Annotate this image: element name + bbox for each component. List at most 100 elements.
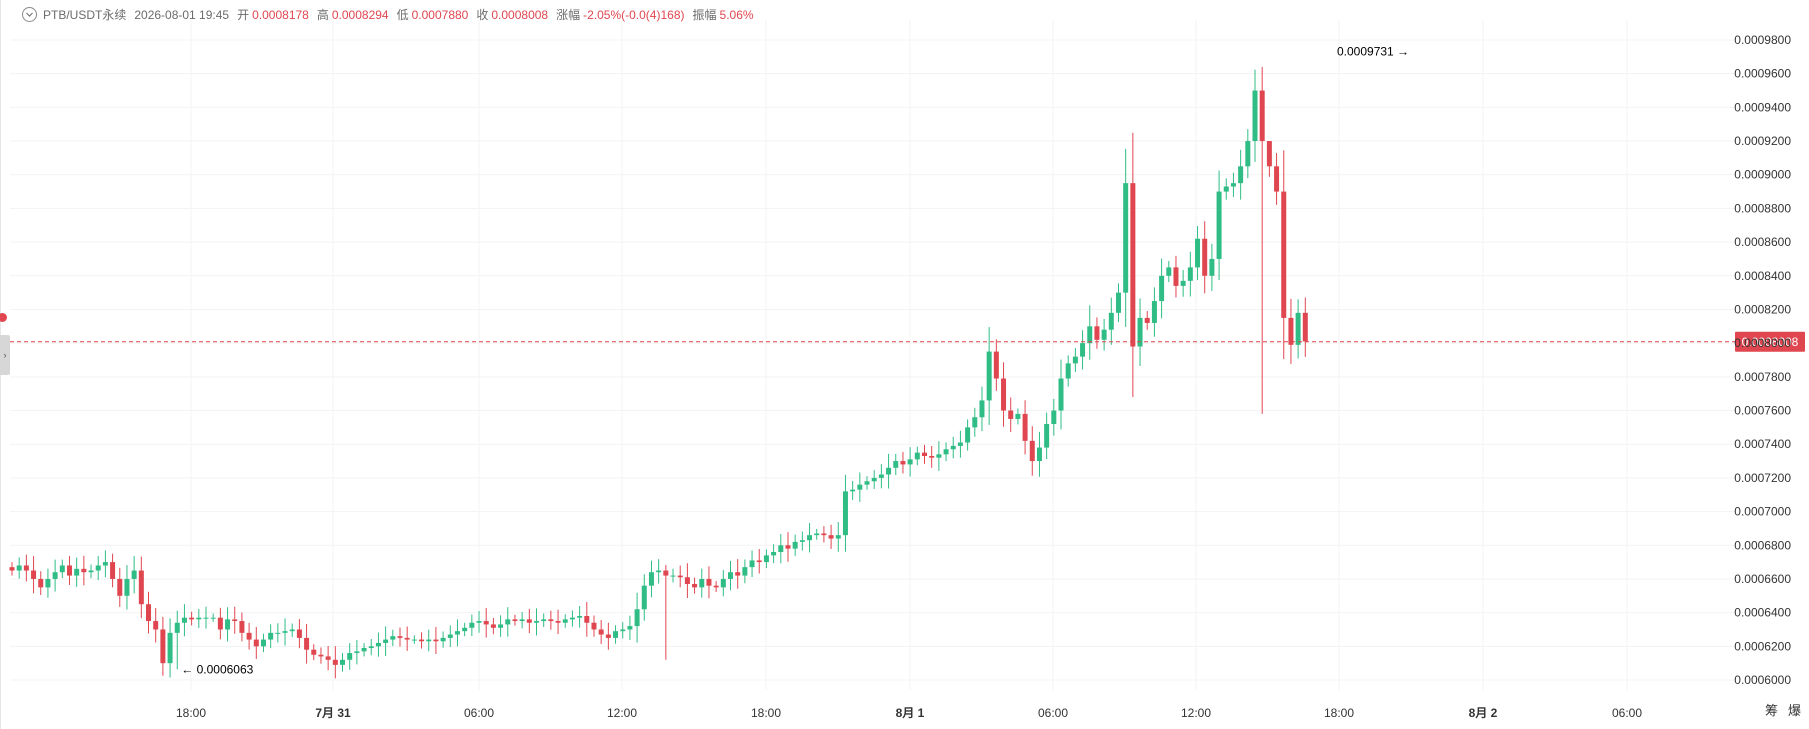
candle-up: [52, 572, 58, 579]
candle-up: [742, 567, 748, 576]
candle-up: [340, 659, 346, 665]
candle-up: [871, 477, 877, 482]
candle-down: [591, 622, 597, 630]
candle-down: [1130, 183, 1136, 347]
candle-up: [1230, 183, 1236, 187]
price-axis: 0.0009800 0.0009600 0.0009400 0.0009200 0.00…: [1734, 33, 1791, 687]
time-tick-label: 18:00: [1324, 706, 1354, 720]
candle-up: [1187, 267, 1193, 281]
bar-datetime: 2026-08-01 19:45: [134, 7, 230, 22]
candle-up: [562, 619, 568, 623]
candle-down: [735, 572, 741, 576]
price-tick-label: 0.0009800: [1734, 33, 1791, 47]
candle-up: [390, 636, 396, 640]
candle-up: [1137, 317, 1143, 347]
candle-up: [476, 621, 482, 623]
time-tick-label: 8月 1: [896, 706, 925, 720]
candle-up: [886, 467, 892, 475]
candle-up: [167, 632, 173, 664]
candle-up: [1087, 326, 1093, 344]
candle-up: [728, 572, 733, 579]
candle-down: [23, 565, 29, 571]
candle-up: [864, 481, 870, 485]
candle-up: [699, 578, 705, 588]
candle-up: [74, 568, 80, 576]
candle-up: [203, 617, 209, 619]
time-tick-label: 18:00: [751, 706, 781, 720]
candle-up: [45, 578, 51, 588]
candle-down: [1288, 317, 1294, 345]
candle-up: [275, 632, 281, 634]
candle-up: [914, 452, 920, 460]
candle-down: [304, 637, 310, 650]
candle-up: [1238, 166, 1244, 184]
low-label: 低: [396, 8, 409, 22]
candle-up: [59, 565, 65, 573]
candle-up: [569, 617, 575, 620]
candle-down: [419, 639, 425, 642]
candle-down: [1144, 317, 1150, 323]
time-tick-label: 12:00: [1181, 706, 1211, 720]
candle-down: [1302, 312, 1308, 342]
candle-down: [311, 649, 317, 655]
candle-up: [799, 540, 805, 542]
candle-up: [361, 648, 367, 652]
candle-down: [1008, 410, 1014, 419]
axis-footer: 筹 爆: [1765, 700, 1801, 719]
ohlc-legend: PTB/USDT永续 2026-08-01 19:45 开 0.0008178 …: [22, 6, 754, 23]
time-tick-label: 06:00: [1612, 706, 1642, 720]
liquidation-button[interactable]: 爆: [1787, 703, 1801, 718]
candle-down: [512, 619, 518, 622]
candle-up: [347, 653, 353, 660]
candle-down: [318, 654, 324, 657]
candle-down: [993, 351, 999, 379]
candle-up: [426, 639, 432, 642]
candle-down: [1173, 267, 1179, 286]
candle-up: [771, 552, 777, 556]
candle-up: [1115, 292, 1121, 313]
chips-button[interactable]: 筹: [1764, 703, 1778, 718]
candle-down: [1001, 378, 1007, 411]
candle-down: [706, 578, 712, 586]
candle-up: [210, 617, 216, 619]
candle-down: [713, 585, 719, 588]
price-tick-label: 0.0009400: [1734, 100, 1791, 114]
candle-up: [454, 631, 460, 635]
price-marker-dot: [0, 313, 7, 322]
candle-up: [613, 631, 619, 638]
candle-down: [663, 570, 669, 576]
high-value: 0.0008294: [331, 7, 389, 22]
candle-up: [368, 646, 374, 648]
candle-down: [38, 578, 44, 588]
candle-down: [433, 639, 439, 642]
candle-up: [1195, 238, 1201, 268]
candle-down: [929, 456, 935, 458]
candle-up: [174, 622, 180, 633]
candle-up: [1080, 343, 1086, 357]
open-value: 0.0008178: [252, 7, 309, 22]
price-tick-label: 0.0009000: [1734, 168, 1791, 182]
collapse-toggle-icon[interactable]: [22, 7, 37, 22]
price-tick-label: 0.0008200: [1734, 302, 1791, 316]
candle-up: [440, 637, 446, 642]
candle-up: [807, 535, 813, 541]
candle-up: [124, 578, 130, 596]
candle-up: [979, 400, 985, 418]
price-tick-label: 0.0006800: [1734, 538, 1791, 552]
candle-up: [850, 489, 856, 492]
candle-up: [972, 417, 978, 428]
candle-up: [641, 585, 647, 610]
candle-down: [1094, 326, 1100, 340]
time-tick-label: 7月 31: [315, 706, 351, 720]
candle-up: [1051, 410, 1057, 424]
candle-up: [354, 651, 360, 654]
candle-up: [268, 632, 274, 640]
candle-up: [534, 621, 540, 623]
candle-up: [375, 642, 381, 647]
drawing-panel-handle[interactable]: ›: [0, 335, 10, 375]
candle-up: [943, 449, 949, 455]
candle-up: [1252, 90, 1258, 142]
candle-down: [232, 619, 238, 622]
